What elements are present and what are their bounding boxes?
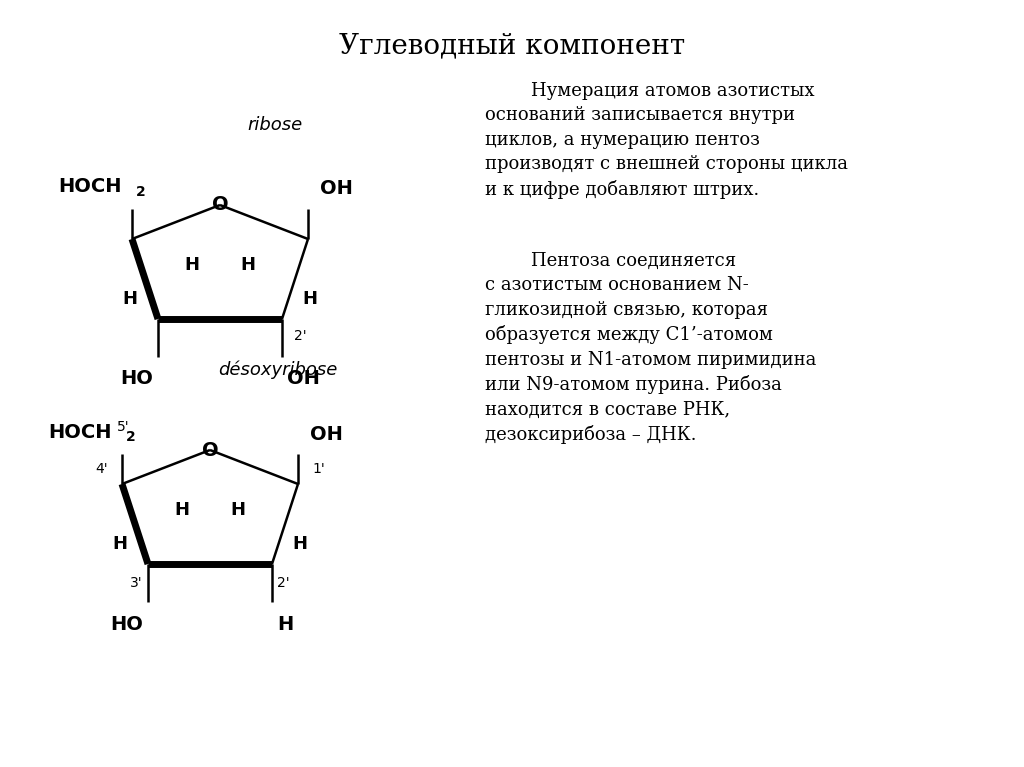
Text: H: H — [230, 501, 246, 519]
Text: Нумерация атомов азотистых
оснований записывается внутри
циклов, а нумерацию пен: Нумерация атомов азотистых оснований зап… — [485, 82, 848, 199]
Text: H: H — [278, 614, 293, 634]
Text: H: H — [113, 535, 128, 553]
Text: 3': 3' — [130, 576, 143, 590]
Text: 2: 2 — [126, 430, 136, 444]
Text: O: O — [212, 196, 228, 215]
Text: ribose: ribose — [248, 116, 303, 134]
Text: HO: HO — [120, 370, 153, 389]
Text: O: O — [202, 440, 218, 459]
Text: 4': 4' — [95, 462, 108, 476]
Text: H: H — [293, 535, 307, 553]
Text: Пентоза соединяется
с азотистым основанием N-
гликозидной связью, которая
образу: Пентоза соединяется с азотистым основани… — [485, 252, 816, 444]
Text: H: H — [302, 290, 317, 308]
Text: désoxyribose: désoxyribose — [218, 360, 338, 379]
Text: OH: OH — [319, 179, 353, 199]
Text: OH: OH — [287, 370, 319, 389]
Text: H: H — [174, 501, 189, 519]
Text: 2: 2 — [136, 185, 145, 199]
Text: HO: HO — [111, 614, 143, 634]
Text: H: H — [241, 256, 256, 274]
Text: HOCH: HOCH — [48, 423, 112, 442]
Text: H: H — [123, 290, 137, 308]
Text: 1': 1' — [312, 462, 325, 476]
Text: Углеводный компонент: Углеводный компонент — [339, 32, 685, 59]
Text: H: H — [184, 256, 200, 274]
Text: OH: OH — [310, 424, 343, 443]
Text: 2': 2' — [294, 329, 306, 343]
Text: 2': 2' — [278, 576, 290, 590]
Text: HOCH: HOCH — [58, 177, 122, 196]
Text: 5': 5' — [117, 420, 130, 434]
